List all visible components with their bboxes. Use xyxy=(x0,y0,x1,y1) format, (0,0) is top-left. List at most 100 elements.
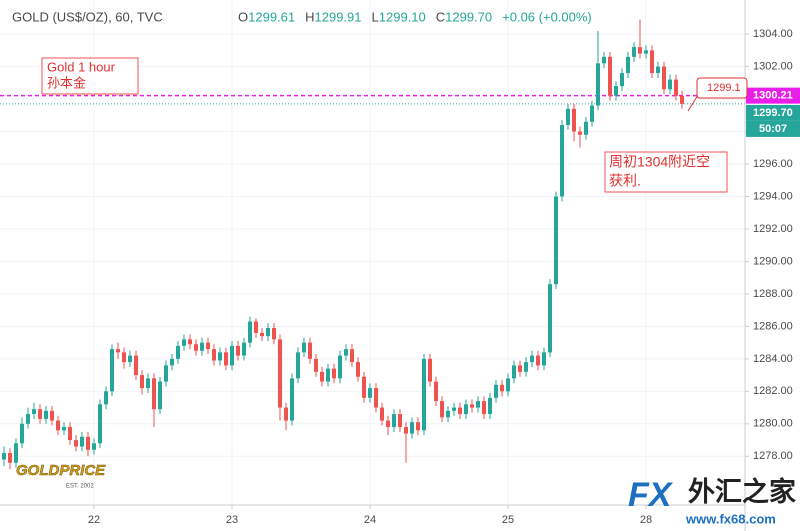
candle-body xyxy=(194,344,198,351)
x-tick-label: 24 xyxy=(364,514,376,526)
candle-body xyxy=(548,284,552,353)
candle-body xyxy=(530,355,534,363)
ohlc-value: 1299.70 xyxy=(445,9,492,24)
y-tick-label: 1304.00 xyxy=(753,28,793,40)
ohlc-label: O xyxy=(238,9,248,24)
candle-body xyxy=(272,328,276,340)
candle-body xyxy=(518,365,522,372)
candle-body xyxy=(254,321,258,333)
candle-body xyxy=(146,378,150,389)
candle-body xyxy=(74,440,78,447)
candle-body xyxy=(26,414,30,424)
y-tick-label: 1286.00 xyxy=(753,320,793,332)
candle-body xyxy=(404,427,408,434)
candle-body xyxy=(308,342,312,359)
candle-body xyxy=(218,352,222,361)
candle-body xyxy=(206,342,210,350)
candle-body xyxy=(602,56,606,64)
candle-body xyxy=(446,410,450,418)
candle-body xyxy=(614,86,618,96)
candle-body xyxy=(608,56,612,96)
candle-body xyxy=(668,79,672,90)
url-text: www.fx68.com xyxy=(685,511,776,526)
ohlc-value: 1299.10 xyxy=(379,9,426,24)
change: +0.06 (+0.00%) xyxy=(502,9,592,24)
symbol: GOLD (US$/OZ), 60, TVC xyxy=(12,9,163,24)
candle-body xyxy=(620,73,624,87)
candle-body xyxy=(350,349,354,363)
candle-body xyxy=(578,131,582,135)
header: GOLD (US$/OZ), 60, TVC O 1299.61 H 1299.91 L… xyxy=(12,9,592,24)
candle-body xyxy=(158,381,162,410)
candle-body xyxy=(650,50,654,74)
fx-text: FX xyxy=(628,476,674,514)
candle-body xyxy=(500,384,504,392)
candle-body xyxy=(164,365,168,382)
candle-body xyxy=(92,443,96,450)
candle-body xyxy=(656,66,660,74)
candle-body xyxy=(140,375,144,389)
candle-body xyxy=(62,427,66,431)
candle-body xyxy=(434,381,438,402)
candle-body xyxy=(356,362,360,377)
price-label-box xyxy=(746,104,800,121)
y-tick-label: 1288.00 xyxy=(753,288,793,300)
y-tick-label: 1280.00 xyxy=(753,418,793,430)
candle-body xyxy=(512,365,516,379)
annotation-text: 获利. xyxy=(609,173,641,189)
y-tick-label: 1292.00 xyxy=(753,223,793,235)
candle-body xyxy=(80,436,84,447)
candle-body xyxy=(314,358,318,372)
candle-body xyxy=(14,443,18,463)
candle-body xyxy=(362,376,366,398)
y-tick-label: 1282.00 xyxy=(753,385,793,397)
annotation: 周初1304附近空 获利. xyxy=(604,151,728,193)
candle-body xyxy=(278,339,282,408)
candle-body xyxy=(590,105,594,122)
candle-body xyxy=(344,349,348,356)
candle-body xyxy=(284,407,288,421)
candle-body xyxy=(506,378,510,392)
candle-body xyxy=(110,349,114,392)
candle-body xyxy=(380,407,384,421)
candle-body xyxy=(464,404,468,415)
candle-body xyxy=(374,388,378,408)
candle-body xyxy=(152,378,156,410)
candle-body xyxy=(248,321,252,343)
candle-body xyxy=(332,368,336,379)
x-tick-label: 23 xyxy=(226,514,238,526)
candle-body xyxy=(494,384,498,398)
candle-body xyxy=(86,436,90,450)
fx-logo: FX 外汇之家 www.fx68.com xyxy=(628,476,796,526)
y-tick-label: 1290.00 xyxy=(753,255,793,267)
candle-body xyxy=(296,352,300,379)
ohlc-value: 1299.61 xyxy=(248,9,295,24)
annotation-text: 周初1304附近空 xyxy=(609,154,710,170)
candle-body xyxy=(566,108,570,126)
price-label-box xyxy=(746,87,800,104)
candle-body xyxy=(182,339,186,346)
candle-body xyxy=(428,358,432,382)
candle-body xyxy=(572,108,576,132)
logo-sub: EST. 2002 xyxy=(66,484,94,490)
axes: 1278.00 1280.00 1282.00 1284.00 1286.00 1288.… xyxy=(88,28,800,526)
candle-body xyxy=(302,342,306,353)
y-tick-label: 1296.00 xyxy=(753,158,793,170)
candle-body xyxy=(242,342,246,356)
candle-body xyxy=(2,453,6,460)
annotation-text: Gold 1 hour xyxy=(47,59,116,74)
y-tick-label: 1284.00 xyxy=(753,353,793,365)
candle-body xyxy=(230,345,234,366)
annotation-text: 孙本金 xyxy=(47,75,86,90)
candle-body xyxy=(386,420,390,428)
candle-body xyxy=(104,391,108,405)
candle-body xyxy=(338,355,342,379)
candle-body xyxy=(662,66,666,90)
candle-body xyxy=(680,95,684,104)
candle-body xyxy=(20,423,24,444)
candle-body xyxy=(266,328,270,337)
site-text: 外汇之家 xyxy=(688,476,796,507)
candle-body xyxy=(326,368,330,382)
